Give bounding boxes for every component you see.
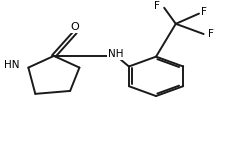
Text: F: F xyxy=(154,1,160,11)
Text: F: F xyxy=(201,7,207,17)
Text: HN: HN xyxy=(4,60,19,70)
Text: NH: NH xyxy=(108,50,123,59)
Text: F: F xyxy=(208,29,213,39)
Text: O: O xyxy=(70,22,79,32)
